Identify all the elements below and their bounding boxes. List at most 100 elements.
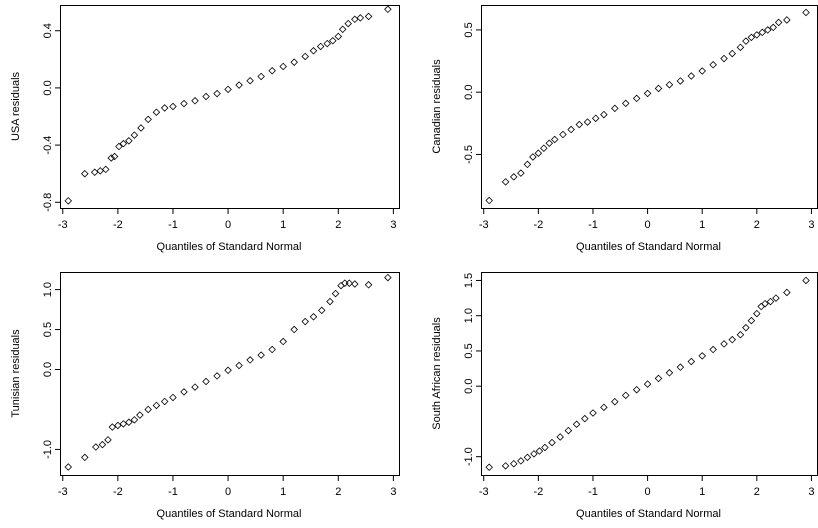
data-point [611, 104, 619, 113]
data-point [191, 97, 199, 105]
data-point [268, 345, 276, 354]
x-tick-label: 2 [754, 486, 760, 498]
data-point [384, 5, 392, 14]
data-point [548, 438, 556, 447]
x-tick-label: -2 [533, 486, 543, 498]
data-point [119, 139, 128, 148]
y-tick-label: 1.5 [463, 273, 475, 288]
data-point [384, 273, 392, 282]
x-tick-label: 2 [754, 219, 760, 231]
x-tick-label: -3 [479, 486, 489, 498]
data-point [720, 54, 728, 63]
qq-panel-1: -3 -2 -1 0 1 2 3 -0.8 -0.4 0.0 0.4 Quantiles of Sta… [10, 5, 400, 253]
y-tick-label: -1.0 [463, 447, 475, 466]
data-point [736, 330, 745, 339]
data-point [535, 447, 544, 455]
data-point [747, 33, 756, 42]
y-axis-label: Tunisian residuals [10, 329, 22, 418]
x-tick-label: -3 [479, 219, 489, 231]
data-point [130, 131, 139, 139]
y-tick-label: -0.8 [42, 193, 54, 212]
y-axis-label: South African residuals [431, 317, 443, 430]
data-point [709, 61, 717, 69]
data-point [92, 443, 100, 451]
data-point [772, 294, 780, 302]
data-point [540, 144, 548, 152]
data-point [654, 84, 663, 93]
data-point [316, 42, 325, 51]
y-tick-label: 0.5 [463, 343, 475, 358]
data-point [137, 124, 145, 132]
data-point [757, 302, 765, 311]
data-point [290, 58, 298, 66]
data-point [90, 168, 99, 177]
data-point [279, 62, 287, 71]
data-point [191, 383, 199, 391]
y-tick-label: -0.5 [463, 145, 475, 164]
data-point [246, 356, 254, 364]
data-point [279, 337, 287, 346]
data-point [125, 137, 133, 145]
data-point [364, 281, 373, 289]
x-tick-label: -3 [58, 486, 68, 498]
x-tick-label: -1 [168, 219, 178, 231]
data-point [769, 23, 777, 32]
data-point [632, 385, 641, 394]
data-point [180, 99, 188, 108]
x-tick-label: 3 [808, 219, 814, 231]
data-point [309, 46, 318, 55]
y-tick-label: 0.0 [463, 85, 475, 100]
data-point [114, 421, 122, 430]
x-tick-label: -2 [113, 219, 123, 231]
data-point [341, 279, 349, 287]
data-point [144, 115, 152, 124]
data-point [742, 323, 750, 332]
x-tick-label: 1 [699, 486, 705, 498]
data-point [611, 397, 619, 406]
data-point [545, 139, 554, 148]
data-point [517, 169, 525, 177]
y-axis-label: USA residuals [10, 71, 22, 141]
x-tick-label: -2 [113, 486, 123, 498]
x-tick-label: 3 [808, 486, 814, 498]
x-tick-label: 0 [645, 486, 651, 498]
y-tick-label: -1.0 [42, 440, 54, 459]
data-point [329, 36, 337, 45]
data-point [160, 104, 169, 112]
data-point [64, 197, 73, 205]
data-point [556, 433, 564, 441]
data-point [583, 118, 592, 126]
y-tick-label: 0.0 [42, 362, 54, 377]
x-tick-label: 2 [335, 486, 341, 498]
data-point [761, 299, 769, 308]
data-point [309, 312, 318, 321]
data-point [290, 325, 298, 334]
data-point [144, 405, 152, 414]
data-point [643, 380, 652, 388]
data-point [517, 457, 525, 465]
data-point [326, 297, 334, 306]
data-point [728, 335, 737, 344]
data-point [338, 25, 347, 34]
data-point [643, 89, 652, 98]
data-point [720, 340, 728, 348]
data-point [268, 66, 276, 75]
data-point [665, 80, 674, 89]
x-tick-label: 1 [280, 486, 286, 498]
data-point [600, 110, 608, 119]
data-point [334, 32, 343, 41]
data-point [125, 418, 133, 427]
data-point [169, 393, 177, 402]
data-point [202, 377, 210, 386]
x-tick-label: 2 [335, 219, 341, 231]
x-tick-label: 3 [390, 486, 396, 498]
data-point [213, 372, 221, 380]
x-axis-label: Quantiles of Standard Normal [157, 241, 302, 253]
data-point [136, 411, 144, 419]
data-point [591, 114, 600, 123]
data-point [344, 19, 352, 28]
data-point [323, 39, 332, 48]
x-axis-label: Quantiles of Standard Normal [576, 241, 721, 253]
y-tick-label: -0.4 [42, 136, 54, 155]
